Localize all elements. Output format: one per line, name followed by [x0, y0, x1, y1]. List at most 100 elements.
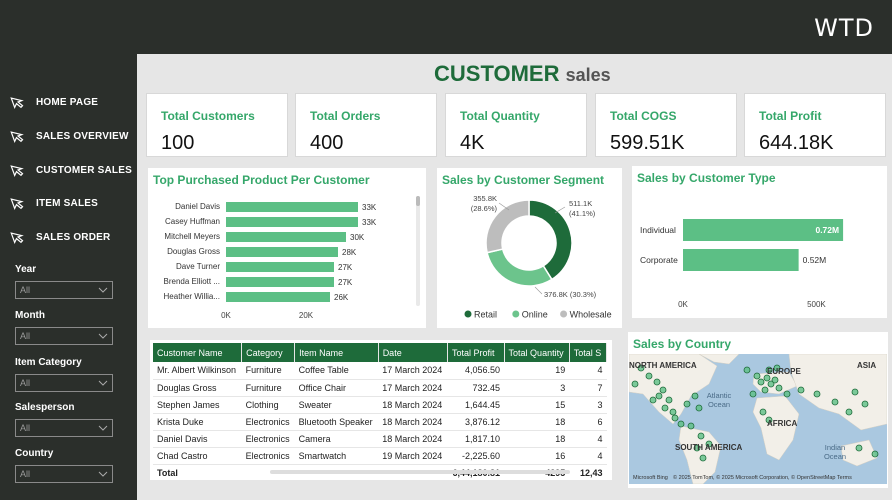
filter-dropdown[interactable]: All	[15, 281, 113, 299]
leader-line	[498, 202, 510, 211]
nav-item-home-page[interactable]: HOME PAGE	[10, 94, 98, 110]
map-marker[interactable]	[757, 378, 765, 386]
page-title-sub: sales	[565, 65, 611, 85]
map-marker[interactable]	[813, 390, 821, 398]
table-cell: 17 March 2024	[378, 379, 448, 397]
table-cell: Stephen James	[153, 396, 242, 414]
map-marker[interactable]	[653, 378, 661, 386]
map-marker[interactable]	[759, 408, 767, 416]
map-marker[interactable]	[695, 404, 703, 412]
map-marker[interactable]	[797, 386, 805, 394]
map-marker[interactable]	[871, 450, 879, 458]
chart-scrollbar[interactable]	[416, 196, 420, 306]
bar-value-label: 33K	[362, 203, 377, 212]
map-title: Sales by Country	[633, 337, 732, 351]
map-marker[interactable]	[669, 408, 677, 416]
arrow-icon	[10, 131, 24, 144]
map-marker[interactable]	[783, 390, 791, 398]
map-marker[interactable]	[765, 416, 773, 424]
column-header[interactable]: Total S	[569, 343, 608, 362]
map-marker[interactable]	[683, 400, 691, 408]
map-marker[interactable]	[665, 396, 673, 404]
world-map[interactable]: NORTH AMERICAEUROPEASIAAtlanticOceanAFRI…	[629, 354, 887, 484]
table-row[interactable]: Mr. Albert Wilkinson Furniture Coffee Tabl…	[153, 362, 607, 380]
map-marker[interactable]	[659, 386, 667, 394]
map-marker[interactable]	[773, 364, 781, 372]
table-row[interactable]: Daniel Davis Electronics Camera 18 March 20…	[153, 430, 607, 448]
table-row[interactable]: Stephen James Clothing Sweater 18 March 202…	[153, 396, 607, 414]
table-cell: 7	[569, 379, 607, 397]
map-marker[interactable]	[691, 392, 699, 400]
top-products-title: Top Purchased Product Per Customer	[153, 173, 370, 187]
filter-dropdown[interactable]: All	[15, 327, 113, 345]
map-marker[interactable]	[767, 380, 775, 388]
arrow-icon	[10, 232, 24, 245]
map-marker[interactable]	[845, 408, 853, 416]
map-marker[interactable]	[771, 376, 779, 384]
nav-item-sales-overview[interactable]: SALES OVERVIEW	[10, 128, 129, 144]
map-marker[interactable]	[649, 396, 657, 404]
column-header[interactable]: Category	[241, 343, 296, 362]
map-marker[interactable]	[749, 390, 757, 398]
chevron-down-icon	[98, 425, 108, 431]
bar[interactable]	[226, 292, 330, 302]
map-marker[interactable]	[775, 384, 783, 392]
column-header[interactable]: Total Profit	[447, 343, 505, 362]
map-marker[interactable]	[671, 414, 679, 422]
map-marker[interactable]	[861, 400, 869, 408]
map-marker[interactable]	[761, 386, 769, 394]
column-header[interactable]: Customer Name	[153, 343, 243, 362]
map-marker[interactable]	[831, 398, 839, 406]
column-header[interactable]: Total Quantity	[504, 343, 570, 362]
table-cell: 4	[569, 430, 607, 448]
map-marker[interactable]	[743, 366, 751, 374]
table-cell: 17 March 2024	[378, 362, 448, 380]
bar-value-label: 30K	[350, 233, 365, 242]
map-marker[interactable]	[855, 444, 863, 452]
bar[interactable]	[226, 232, 346, 242]
bar[interactable]	[226, 202, 358, 212]
map-marker[interactable]	[693, 444, 701, 452]
nav-item-item-sales[interactable]: ITEM SALES	[10, 195, 98, 211]
table-cell: 3	[504, 379, 570, 397]
map-marker[interactable]	[677, 420, 685, 428]
pie-slice[interactable]	[485, 199, 530, 254]
table-cell: 16	[504, 447, 570, 465]
nav-item-customer-sales[interactable]: CUSTOMER SALES	[10, 162, 132, 178]
pie-slice[interactable]	[528, 199, 573, 281]
bar[interactable]	[226, 262, 334, 272]
filter-dropdown[interactable]: All	[15, 465, 113, 483]
category-label: Douglas Gross	[167, 247, 220, 256]
bar[interactable]	[683, 219, 844, 241]
map-marker[interactable]	[687, 422, 695, 430]
map-marker[interactable]	[637, 364, 645, 372]
map-marker[interactable]	[765, 366, 773, 374]
chevron-down-icon	[98, 471, 108, 477]
table-cell: 4	[569, 362, 607, 380]
table-row[interactable]: Krista Duke Electronics Bluetooth Speaker 1…	[153, 413, 607, 431]
map-marker[interactable]	[753, 372, 761, 380]
bar[interactable]	[226, 277, 334, 287]
table-row[interactable]: Chad Castro Electronics Smartwatch 19 March…	[153, 447, 607, 465]
map-marker[interactable]	[697, 432, 705, 440]
bar[interactable]	[683, 249, 799, 271]
map-marker[interactable]	[763, 374, 771, 382]
table-row[interactable]: Douglas Gross Furniture Office Chair 17 Mar…	[153, 379, 607, 397]
map-marker[interactable]	[645, 372, 653, 380]
map-marker[interactable]	[699, 454, 707, 462]
table-cell: 1,817.10	[447, 430, 505, 448]
map-marker[interactable]	[631, 380, 639, 388]
bar[interactable]	[226, 217, 358, 227]
map-marker[interactable]	[705, 440, 713, 448]
map-marker[interactable]	[661, 404, 669, 412]
nav-item-sales-order[interactable]: SALES ORDER	[10, 229, 110, 245]
table-scrollbar[interactable]	[270, 470, 570, 474]
filter-dropdown[interactable]: All	[15, 374, 113, 392]
map-marker[interactable]	[655, 392, 663, 400]
filter-dropdown[interactable]: All	[15, 419, 113, 437]
map-marker[interactable]	[851, 388, 859, 396]
pie-slice[interactable]	[486, 248, 553, 287]
column-header[interactable]: Date	[378, 343, 448, 362]
bar[interactable]	[226, 247, 338, 257]
column-header[interactable]: Item Name	[294, 343, 379, 362]
